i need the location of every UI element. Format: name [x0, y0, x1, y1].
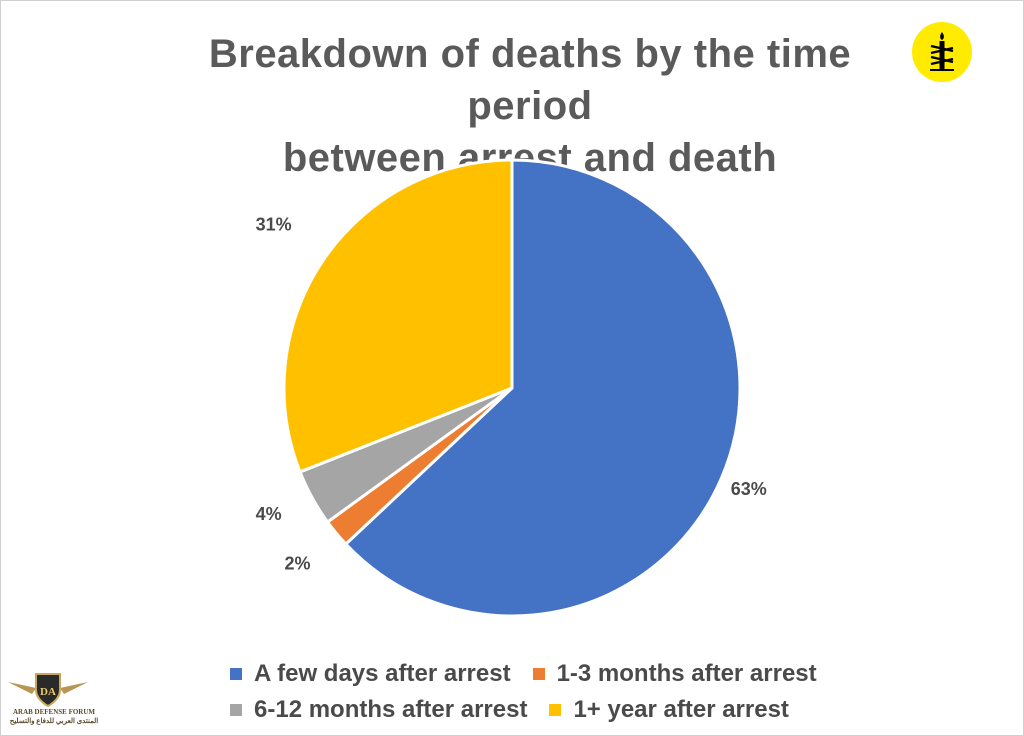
watermark-text-ar: المنتدى العربي للدفاع والتسليح [9, 717, 99, 725]
watermark-text: ARAB DEFENSE FORUM المنتدى العربي للدفاع… [6, 708, 102, 726]
data-label-1-year: 31% [256, 214, 292, 234]
watermark-logo: DA ARAB DEFENSE FORUM المنتدى العربي للد… [6, 668, 98, 730]
legend-label-6-12-months: 6-12 months after arrest [254, 696, 528, 723]
legend-item-few-days: A few days after arrest [230, 660, 511, 688]
legend-label-1-3-months: 1-3 months after arrest [556, 660, 817, 687]
legend-label-1-year: 1+ year after arrest [573, 696, 789, 723]
candle-barbed-wire-icon [930, 32, 954, 71]
legend: A few days after arrest 1-3 months after… [230, 656, 830, 728]
watermark-text-en: ARAB DEFENSE FORUM [12, 708, 96, 716]
legend-item-1-3-months: 1-3 months after arrest [532, 660, 817, 688]
data-label-few-days: 63% [731, 479, 767, 499]
chart-title-line-1: Breakdown of deaths by the time period [208, 32, 852, 128]
legend-item-1-year: 1+ year after arrest [549, 696, 789, 724]
data-label-6-12-months: 4% [256, 504, 282, 524]
data-label-1-3-months: 2% [284, 554, 310, 574]
chart-title: Breakdown of deaths by the time period b… [150, 28, 910, 184]
legend-swatch-1-3-months [532, 668, 545, 680]
pie-slice-few-days [343, 158, 742, 618]
legend-swatch-6-12-months [230, 704, 242, 716]
legend-row-2: 6-12 months after arrest 1+ year after a… [230, 692, 830, 728]
legend-label-few-days: A few days after arrest [254, 660, 511, 687]
legend-item-6-12-months: 6-12 months after arrest [230, 696, 527, 724]
legend-swatch-1-year [549, 704, 562, 716]
legend-swatch-few-days [230, 668, 242, 680]
watermark-monogram: DA [40, 686, 56, 698]
eagle-shield-icon: DA [8, 673, 88, 708]
pie-slice-1-year [282, 158, 514, 474]
amnesty-logo-icon [912, 22, 972, 82]
legend-row-1: A few days after arrest 1-3 months after… [230, 656, 830, 692]
